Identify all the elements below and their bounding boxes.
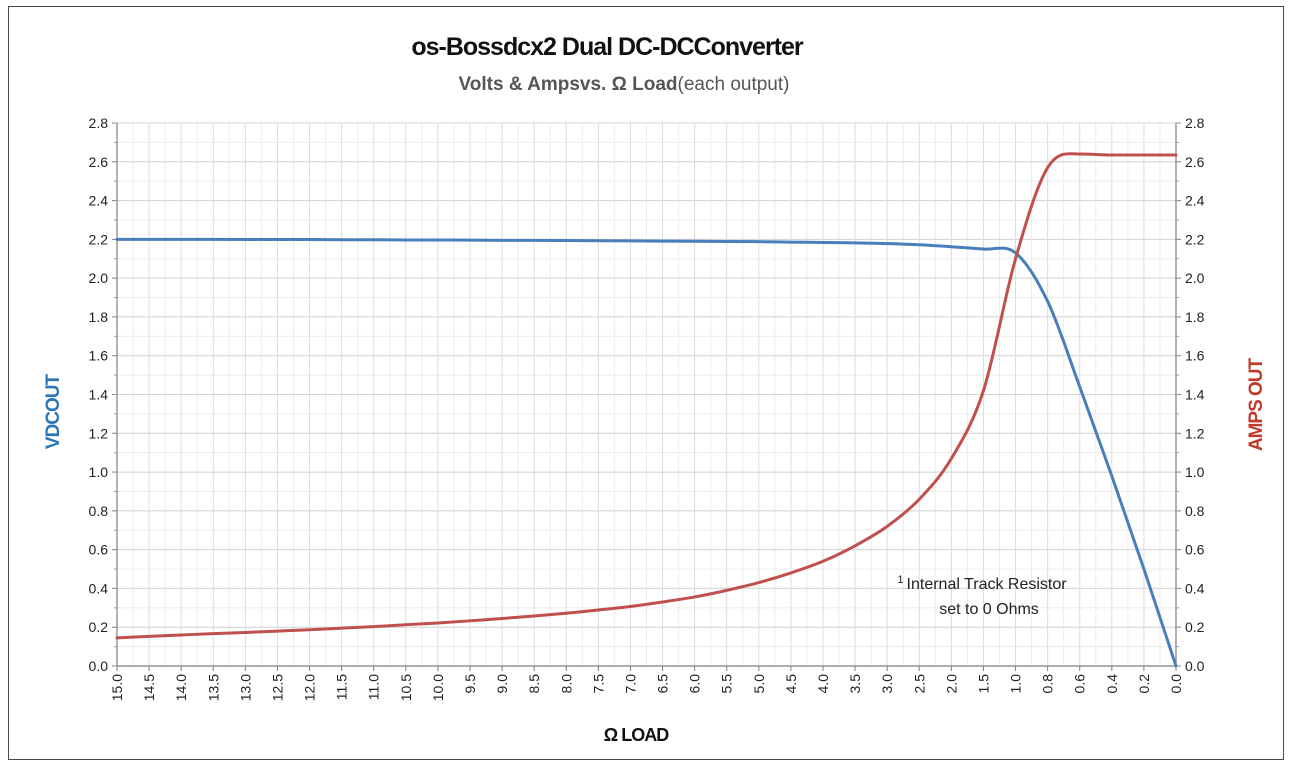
x-tick-label: 0.8 (1040, 674, 1056, 694)
chart-subtitle: Volts & Ampsvs. Ω Load(each output) (459, 74, 790, 95)
x-tick-label: 13.5 (205, 674, 221, 701)
y-tick-label-left: 2.0 (89, 270, 109, 286)
x-tick-label: 10.0 (430, 674, 446, 701)
y-tick-label-right: 2.2 (1185, 231, 1205, 247)
y-tick-label-right: 0.8 (1185, 503, 1205, 519)
x-tick-label: 5.5 (719, 674, 735, 694)
x-tick-label: 6.0 (687, 674, 703, 694)
x-tick-label: 14.0 (173, 674, 189, 701)
y-tick-label-left: 0.4 (89, 580, 109, 596)
y-tick-label-right: 2.0 (1185, 270, 1205, 286)
x-tick-label: 0.0 (1168, 674, 1184, 694)
x-tick-label: 3.0 (879, 674, 895, 694)
y-tick-label-right: 1.4 (1185, 387, 1205, 403)
y-tick-label-right: 1.6 (1185, 348, 1205, 364)
x-tick-label: 0.6 (1072, 674, 1088, 694)
grid (116, 122, 1177, 667)
annotation-superscript: 1 (897, 574, 903, 586)
y-tick-label-left: 1.4 (89, 387, 109, 403)
y-tick-label-right: 2.8 (1185, 115, 1205, 131)
y-tick-label-right: 0.2 (1185, 619, 1205, 635)
y-tick-label-left: 0.2 (89, 619, 109, 635)
x-tick-label: 7.0 (622, 674, 638, 694)
x-tick-label: 4.5 (783, 674, 799, 694)
x-tick-label: 14.5 (141, 674, 157, 701)
y-tick-label-right: 0.0 (1185, 658, 1205, 674)
y-tick-label-right: 1.0 (1185, 464, 1205, 480)
y-tick-label-right: 1.8 (1185, 309, 1205, 325)
y-tick-label-left: 2.8 (89, 115, 109, 131)
y-axis-right-title: AMPS OUT (1246, 357, 1267, 451)
x-tick-label: 10.5 (398, 674, 414, 701)
y-tick-label-right: 0.6 (1185, 542, 1205, 558)
x-tick-label: 3.5 (847, 674, 863, 694)
chart-subtitle-bold: Volts & Ampsvs. Ω Load (459, 74, 678, 95)
x-tick-label: 11.5 (334, 674, 350, 700)
y-tick-label-left: 0.8 (89, 503, 109, 519)
y-tick-label-left: 1.8 (89, 309, 109, 325)
series-line-vdc (115, 237, 1178, 668)
y-tick-label-left: 0.6 (89, 542, 109, 558)
y-tick-label-left: 2.4 (89, 193, 109, 209)
axes (112, 122, 1181, 671)
y-tick-label-right: 0.4 (1185, 580, 1205, 596)
chart-subtitle-rest: (each output) (678, 74, 790, 95)
x-tick-label: 1.5 (975, 674, 991, 694)
y-tick-label-left: 1.2 (89, 425, 109, 441)
y-tick-label-left: 1.0 (89, 464, 109, 480)
x-axis-title: Ω LOAD (604, 725, 669, 745)
x-tick-label: 7.5 (590, 674, 606, 694)
annotation-line-2: set to 0 Ohms (939, 601, 1039, 618)
x-tick-label: 8.5 (526, 674, 542, 694)
x-tick-label: 0.2 (1136, 674, 1152, 694)
x-tick-label: 9.0 (494, 674, 510, 694)
x-tick-label: 11.0 (366, 674, 382, 700)
chart: 0.0 0.00.2 0.20.4 0.40.6 0.60.8 0.81.0 1.01.2 1… (43, 33, 1267, 745)
x-tick-label: 12.5 (269, 674, 285, 701)
annotation: 1 Internal Track Resistor set to 0 Ohms (897, 574, 1067, 618)
x-tick-label: 5.0 (751, 674, 767, 694)
x-tick-label: 0.4 (1104, 674, 1120, 694)
x-tick-label: 12.0 (302, 674, 318, 701)
y-tick-label-left: 2.2 (89, 231, 109, 247)
y-tick-label-right: 2.6 (1185, 154, 1205, 170)
chart-frame: 0.0 0.0 0.2 0.2 0.4 0.4 0.6 0.6 0.8 0.8 1.0 1.0 1.2 1… (8, 6, 1284, 760)
x-tick-label: 8.0 (558, 674, 574, 694)
labels-layer: 0.0 0.00.2 0.20.4 0.40.6 0.60.8 0.81.0 1.01.2 1… (89, 115, 1205, 701)
annotation-line-1-text: Internal Track Resistor (907, 576, 1068, 593)
y-tick-label-right: 1.2 (1185, 425, 1205, 441)
x-tick-label: 2.0 (943, 674, 959, 694)
x-tick-label: 2.5 (911, 674, 927, 694)
annotation-line-1: 1 Internal Track Resistor (897, 574, 1067, 593)
series-line-amps (115, 152, 1178, 640)
y-tick-label-left: 2.6 (89, 154, 109, 170)
x-tick-label: 13.0 (237, 674, 253, 701)
x-tick-label: 1.0 (1008, 674, 1024, 694)
x-tick-label: 4.0 (815, 674, 831, 694)
y-axis-left-title: VDCOUT (43, 374, 64, 450)
y-tick-label-left: 0.0 (89, 658, 109, 674)
x-tick-label: 9.5 (462, 674, 478, 694)
y-tick-label-right: 2.4 (1185, 193, 1205, 209)
y-tick-label-left: 1.6 (89, 348, 109, 364)
series-layer (115, 152, 1178, 668)
chart-title: os-Bossdcx2 Dual DC-DCConverter (411, 33, 804, 61)
x-tick-label: 6.5 (655, 674, 671, 694)
x-tick-label: 15.0 (109, 674, 125, 701)
